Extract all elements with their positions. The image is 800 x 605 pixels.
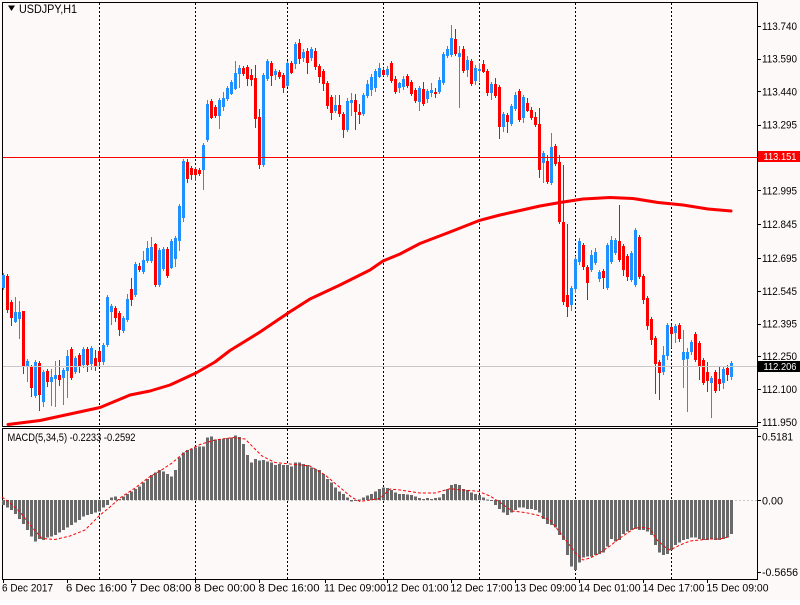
svg-text:USDJPY,H1: USDJPY,H1 — [19, 2, 77, 16]
svg-text:6 Dec 2017: 6 Dec 2017 — [2, 583, 53, 595]
svg-text:8 Dec 16:00: 8 Dec 16:00 — [259, 583, 320, 595]
svg-text:14 Dec 17:00: 14 Dec 17:00 — [643, 583, 705, 595]
svg-text:0.5181: 0.5181 — [762, 432, 793, 444]
svg-text:112.250: 112.250 — [762, 351, 797, 363]
svg-text:7 Dec 08:00: 7 Dec 08:00 — [131, 583, 192, 595]
svg-text:112.206: 112.206 — [764, 361, 797, 373]
svg-text:112.695: 112.695 — [762, 253, 797, 265]
svg-text:113.151: 113.151 — [764, 151, 797, 163]
svg-text:MACD(5,34,5) -0.2233 -0.2592: MACD(5,34,5) -0.2233 -0.2592 — [8, 432, 136, 444]
svg-text:-0.5656: -0.5656 — [762, 567, 798, 579]
svg-text:112.995: 112.995 — [762, 186, 797, 198]
svg-text:112.100: 112.100 — [762, 384, 797, 396]
svg-text:111.950: 111.950 — [762, 417, 797, 429]
svg-text:13 Dec 09:00: 13 Dec 09:00 — [515, 583, 577, 595]
svg-text:8 Dec 00:00: 8 Dec 00:00 — [195, 583, 256, 595]
svg-text:113.295: 113.295 — [762, 120, 797, 132]
svg-text:6 Dec 16:00: 6 Dec 16:00 — [66, 583, 127, 595]
svg-text:11 Dec 09:00: 11 Dec 09:00 — [324, 583, 386, 595]
svg-text:112.395: 112.395 — [762, 319, 797, 331]
svg-text:15 Dec 09:00: 15 Dec 09:00 — [707, 583, 769, 595]
svg-text:113.590: 113.590 — [762, 54, 797, 66]
svg-text:112.545: 112.545 — [762, 286, 797, 298]
svg-text:112.845: 112.845 — [762, 219, 797, 231]
svg-text:113.740: 113.740 — [762, 21, 797, 33]
svg-text:0.00: 0.00 — [762, 495, 783, 507]
svg-text:12 Dec 17:00: 12 Dec 17:00 — [451, 583, 513, 595]
svg-text:14 Dec 01:00: 14 Dec 01:00 — [579, 583, 641, 595]
svg-text:113.440: 113.440 — [762, 86, 797, 98]
svg-text:12 Dec 01:00: 12 Dec 01:00 — [387, 583, 449, 595]
